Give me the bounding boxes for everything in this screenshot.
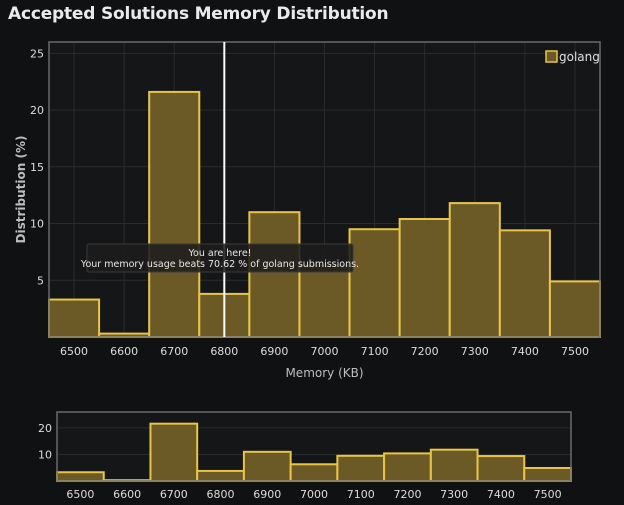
x-tick-label: 7200: [411, 345, 439, 358]
overview-x-tick-label: 7300: [440, 488, 468, 501]
x-tick-label: 6800: [210, 345, 238, 358]
x-tick-label: 6600: [110, 345, 138, 358]
overview-bar: [429, 448, 479, 482]
overview-y-tick-label: 10: [38, 448, 52, 461]
x-tick-label: 7100: [361, 345, 389, 358]
histogram-bar: [448, 202, 501, 338]
overview-x-tick-label: 6800: [207, 488, 235, 501]
legend-swatch: [545, 50, 558, 63]
plot-frame: [48, 41, 601, 338]
overview-x-tick-label: 6600: [113, 488, 141, 501]
histogram-bar: [148, 90, 201, 338]
x-tick-label: 7500: [561, 345, 589, 358]
overview-bar: [56, 471, 105, 483]
overview-bar: [289, 463, 339, 482]
overview-x-tick-label: 7400: [487, 488, 515, 501]
histogram-bar: [298, 264, 351, 338]
overview-x-tick-label: 6700: [160, 488, 188, 501]
x-axis-label: Memory (KB): [285, 366, 363, 380]
overview-bar: [523, 466, 572, 483]
y-tick-label: 25: [30, 47, 44, 60]
overview-x-tick-label: 7500: [534, 488, 562, 501]
histogram-bar: [548, 280, 602, 338]
x-tick-label: 6900: [260, 345, 288, 358]
x-tick-label: 7300: [461, 345, 489, 358]
overview-x-tick-label: 6500: [66, 488, 94, 501]
overview-bar: [336, 454, 386, 482]
overview-bar: [476, 455, 526, 482]
overview-bar: [242, 450, 292, 482]
legend-label-golang: golang: [559, 50, 600, 64]
histogram-bar: [248, 211, 301, 338]
y-tick-label: 20: [30, 104, 44, 117]
page-title: Accepted Solutions Memory Distribution: [8, 4, 389, 24]
overview-bar: [383, 452, 432, 482]
x-tick-label: 7400: [511, 345, 539, 358]
overview-y-tick-label: 20: [38, 422, 52, 435]
overview-bar: [196, 469, 245, 482]
overview-bar: [149, 422, 199, 482]
y-axis-label: Distribution (%): [14, 136, 28, 244]
annotation-box: [86, 243, 354, 273]
overview-frame[interactable]: [56, 411, 572, 482]
y-tick-label: 15: [30, 161, 44, 174]
annotation-text: Your memory usage beats 70.62 % of golan…: [80, 259, 359, 270]
overview-x-tick-label: 6900: [253, 488, 281, 501]
histogram-bar: [48, 298, 101, 338]
histogram-bar: [398, 218, 451, 338]
x-tick-label: 6700: [160, 345, 188, 358]
histogram-bar: [348, 228, 401, 338]
annotation-title: You are here!: [188, 248, 252, 259]
x-tick-label: 7000: [311, 345, 339, 358]
y-tick-label: 5: [37, 274, 44, 287]
x-tick-label: 6500: [60, 345, 88, 358]
overview-x-tick-label: 7000: [300, 488, 328, 501]
overview-x-tick-label: 7100: [347, 488, 375, 501]
overview-x-tick-label: 7200: [393, 488, 421, 501]
y-tick-label: 10: [30, 218, 44, 231]
histogram-bar: [498, 229, 551, 339]
